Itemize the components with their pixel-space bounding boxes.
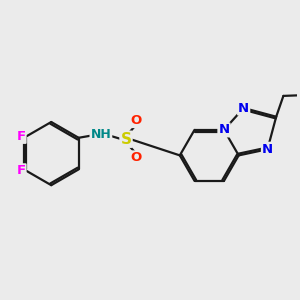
Text: N: N xyxy=(238,101,249,115)
Text: F: F xyxy=(16,164,26,177)
Text: F: F xyxy=(16,130,26,143)
Text: N: N xyxy=(262,143,273,156)
Text: N: N xyxy=(218,123,230,136)
Text: O: O xyxy=(130,152,142,164)
Text: S: S xyxy=(121,132,131,147)
Text: O: O xyxy=(130,114,142,127)
Text: NH: NH xyxy=(91,128,111,141)
